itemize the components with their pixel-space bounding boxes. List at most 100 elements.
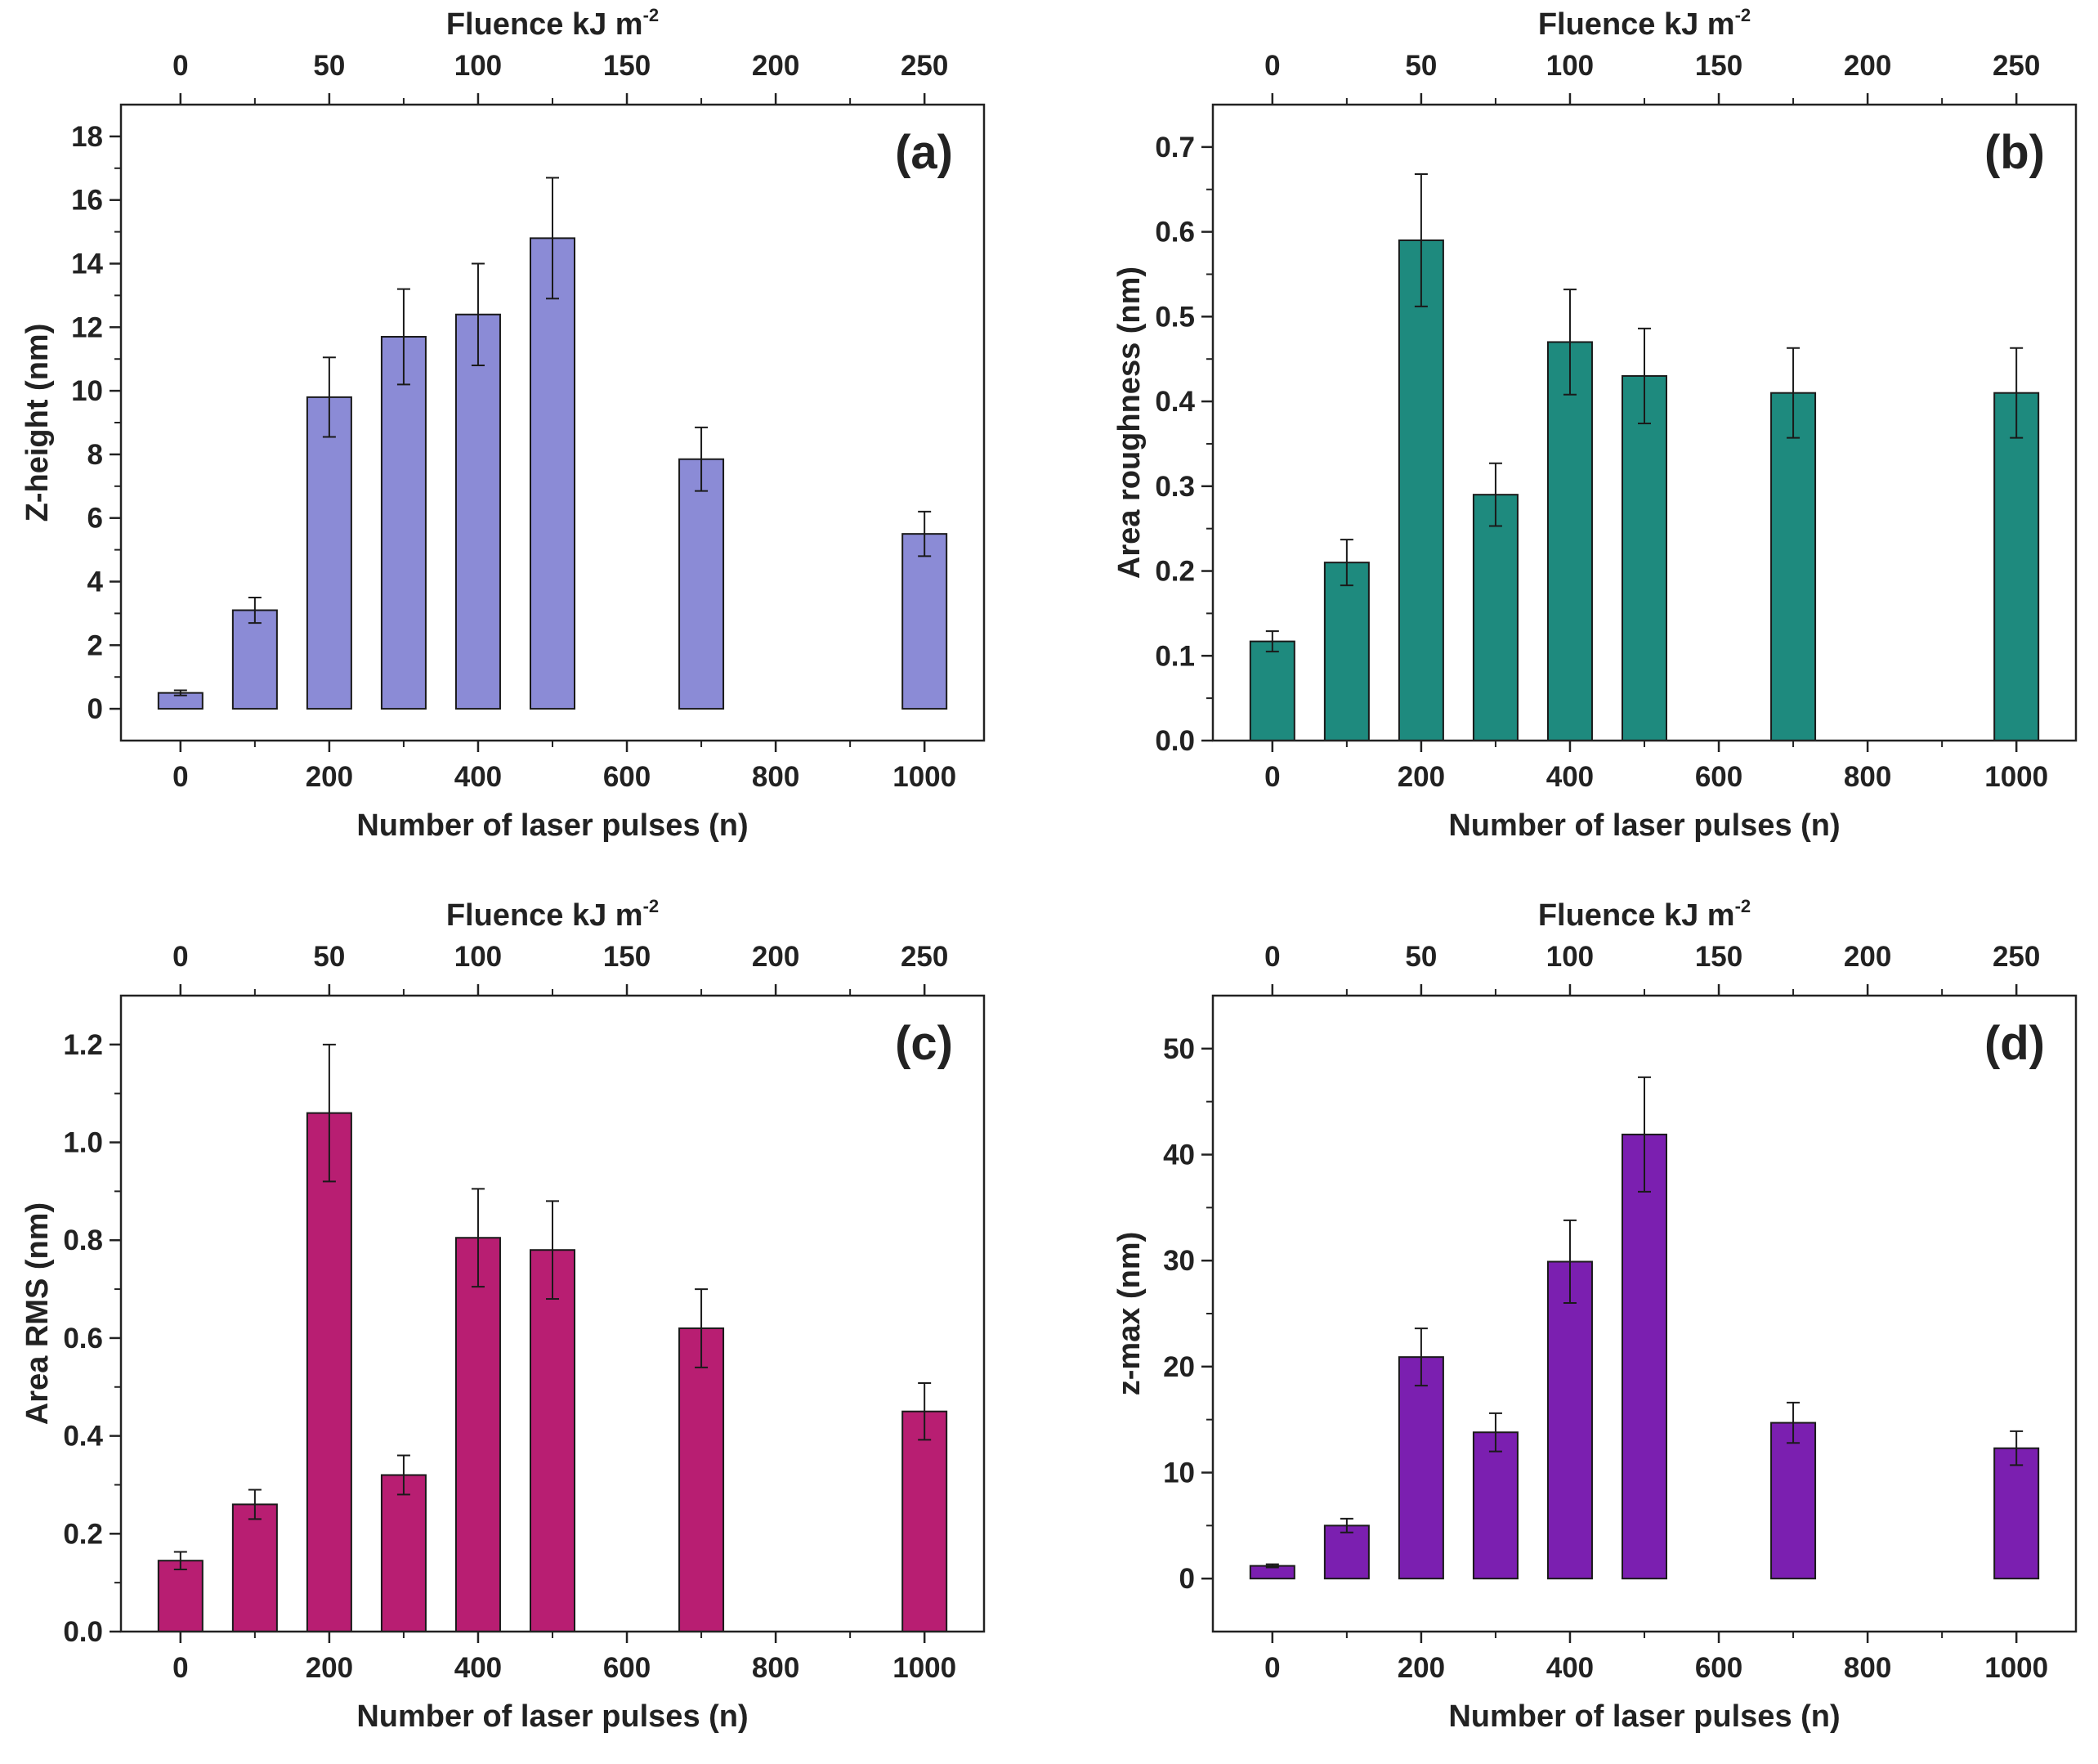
top-tick-label: 100 xyxy=(1546,941,1594,973)
top-axis-title-text: Fluence kJ m xyxy=(446,898,643,933)
y-tick-label: 0.2 xyxy=(63,1518,103,1550)
y-tick-label: 0.4 xyxy=(1155,386,1195,418)
y-tick-label: 0.0 xyxy=(63,1616,103,1648)
panel-label: (b) xyxy=(1984,126,2045,179)
top-axis-title: Fluence kJ m-2 xyxy=(446,896,659,933)
bar-200 xyxy=(306,396,352,710)
y-tick-label: 0 xyxy=(1179,1563,1195,1595)
bar-500 xyxy=(530,237,575,710)
x-tick-label: 1000 xyxy=(1984,1652,2048,1684)
y-tick-label: 1.0 xyxy=(63,1127,103,1159)
bar-500 xyxy=(1622,374,1667,741)
x-tick-label: 0 xyxy=(172,761,188,793)
panel-c: 0.0 0.2 0.4 0.6 0.8 1.0 1.2 0 200 400 600 800 1000 0 5… xyxy=(20,896,986,1734)
top-tick-label: 0 xyxy=(1264,50,1280,82)
y-tick-label: 0.3 xyxy=(1155,471,1195,503)
bar-1000 xyxy=(901,533,948,710)
top-tick-label: 50 xyxy=(313,941,345,973)
top-axis-title-text: Fluence kJ m xyxy=(1538,898,1735,933)
top-axis-title: Fluence kJ m-2 xyxy=(1538,5,1751,42)
y-tick-label: 14 xyxy=(71,248,103,280)
x-tick-label: 0 xyxy=(1264,1652,1280,1684)
top-tick-label: 100 xyxy=(454,941,502,973)
x-axis-title: Number of laser pulses (n) xyxy=(356,1699,748,1734)
y-tick-label: 12 xyxy=(71,311,103,343)
top-axis-title-superscript: -2 xyxy=(643,5,660,25)
bar-1000 xyxy=(901,1410,948,1632)
top-tick-label: 150 xyxy=(1695,941,1742,973)
top-tick-label: 100 xyxy=(454,50,502,82)
y-tick-label: 0.2 xyxy=(1155,556,1195,588)
bar-200 xyxy=(1398,239,1444,741)
x-tick-label: 200 xyxy=(1398,1652,1445,1684)
bar-100 xyxy=(231,1503,278,1633)
top-tick-label: 200 xyxy=(1844,941,1891,973)
top-tick-label: 250 xyxy=(1993,941,2040,973)
y-axis-title: Area roughness (nm) xyxy=(1112,266,1147,579)
y-tick-label: 0.5 xyxy=(1155,301,1195,333)
bar-200 xyxy=(1398,1356,1444,1580)
bar-400 xyxy=(454,313,501,710)
y-tick-label: 0.0 xyxy=(1155,725,1195,757)
y-tick-label: 0.7 xyxy=(1155,132,1195,163)
x-tick-label: 1000 xyxy=(892,1652,956,1684)
x-tick-label: 800 xyxy=(752,761,799,793)
y-tick-label: 50 xyxy=(1163,1033,1195,1065)
x-tick-label: 200 xyxy=(1398,761,1445,793)
top-axis-title-text: Fluence kJ m xyxy=(446,7,643,42)
bar-1000 xyxy=(1993,1447,2040,1580)
x-tick-label: 600 xyxy=(603,761,651,793)
panel-label: (c) xyxy=(895,1017,953,1070)
y-tick-label: 0.4 xyxy=(63,1421,103,1453)
top-axis-title: Fluence kJ m-2 xyxy=(446,5,659,42)
y-tick-label: 0.6 xyxy=(1155,217,1195,248)
y-tick-label: 2 xyxy=(87,629,103,661)
y-tick-label: 18 xyxy=(71,121,103,153)
bar-300 xyxy=(1472,494,1519,741)
y-tick-label: 0.1 xyxy=(1155,640,1195,672)
x-tick-label: 1000 xyxy=(892,761,956,793)
top-tick-label: 150 xyxy=(603,50,651,82)
top-tick-label: 250 xyxy=(901,50,948,82)
top-axis-title-superscript: -2 xyxy=(1735,5,1751,25)
x-tick-label: 400 xyxy=(1546,1652,1594,1684)
x-tick-label: 200 xyxy=(306,761,353,793)
top-tick-label: 200 xyxy=(752,50,799,82)
panel-label: (d) xyxy=(1984,1017,2045,1070)
x-tick-label: 0 xyxy=(172,1652,188,1684)
y-tick-label: 1.2 xyxy=(63,1029,103,1061)
y-tick-label: 40 xyxy=(1163,1139,1195,1171)
top-axis-title: Fluence kJ m-2 xyxy=(1538,896,1751,933)
top-tick-label: 150 xyxy=(603,941,651,973)
bar-700 xyxy=(1770,1421,1817,1580)
top-axis-title-superscript: -2 xyxy=(1735,896,1751,916)
x-tick-label: 400 xyxy=(454,1652,502,1684)
x-tick-label: 600 xyxy=(1695,1652,1742,1684)
bar-500 xyxy=(530,1249,575,1632)
x-tick-label: 800 xyxy=(752,1652,799,1684)
top-axis-title-superscript: -2 xyxy=(643,896,660,916)
panel-d: 0 10 20 30 40 50 0 200 400 600 800 1000 0 50 100 150 200… xyxy=(1112,896,2078,1734)
top-tick-label: 100 xyxy=(1546,50,1594,82)
bar-400 xyxy=(454,1237,501,1632)
x-tick-label: 800 xyxy=(1844,1652,1891,1684)
y-tick-label: 0.6 xyxy=(63,1323,103,1354)
y-axis-title: Z-height (nm) xyxy=(20,324,55,522)
y-axis-title: z-max (nm) xyxy=(1112,1232,1147,1396)
bar-100 xyxy=(1323,562,1370,741)
top-tick-label: 150 xyxy=(1695,50,1742,82)
bar-300 xyxy=(1472,1431,1519,1580)
x-tick-label: 600 xyxy=(603,1652,651,1684)
bar-400 xyxy=(1546,1260,1593,1580)
x-tick-label: 400 xyxy=(1546,761,1594,793)
bar-0 xyxy=(1249,640,1295,742)
top-tick-label: 250 xyxy=(901,941,948,973)
x-tick-label: 0 xyxy=(1264,761,1280,793)
y-tick-label: 10 xyxy=(71,375,103,407)
bar-100 xyxy=(231,609,278,710)
x-axis-title: Number of laser pulses (n) xyxy=(1448,1699,1840,1734)
x-tick-label: 400 xyxy=(454,761,502,793)
bar-700 xyxy=(678,458,725,710)
bar-0 xyxy=(157,1560,204,1632)
